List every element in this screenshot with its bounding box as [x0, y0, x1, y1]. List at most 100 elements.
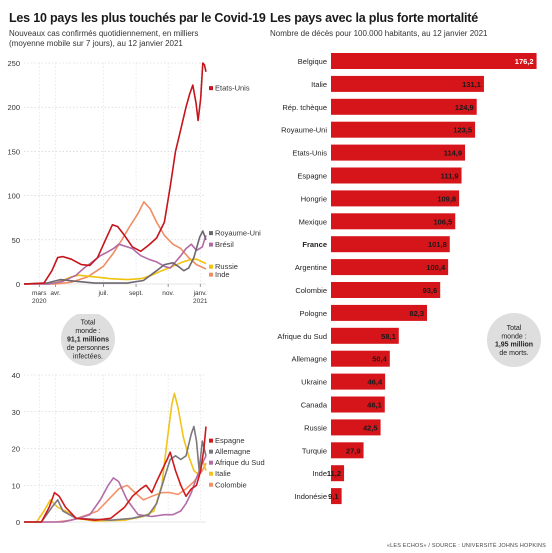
- right-annotation-text: Total: [507, 325, 522, 332]
- bar-belgique: [331, 53, 537, 69]
- top-xtick-label-year: 2021: [193, 298, 208, 305]
- top-xtick-label: avr.: [50, 290, 61, 297]
- bar-category-label: Belgique: [298, 57, 327, 66]
- bar-espagne: [331, 167, 462, 184]
- right-annotation-text: monde :: [501, 333, 526, 340]
- source-note: «LES ECHOS» / SOURCE : UNIVERSITÉ JOHNS …: [386, 543, 546, 549]
- bottom-ytick-label: 40: [12, 371, 20, 380]
- bar-category-label: Rép. tchèque: [282, 103, 327, 112]
- top-legend-label: Russie: [215, 262, 238, 271]
- top-legend-swatch: [209, 242, 213, 247]
- bottom-ytick-label: 30: [12, 408, 20, 417]
- top-ytick-label: 50: [12, 236, 20, 245]
- bar-value-label: 46,4: [368, 378, 383, 387]
- top-legend-swatch: [209, 264, 213, 269]
- bar-turquie: [331, 442, 364, 459]
- bar-category-label: Mexique: [299, 217, 327, 226]
- bar-category-label: Etats-Unis: [292, 149, 327, 158]
- bar-allemagne: [331, 350, 390, 367]
- left-chart-title: Les 10 pays les plus touchés par le Covi…: [9, 11, 266, 25]
- bar-value-label: 131,1: [462, 80, 481, 89]
- bar-category-label: Indonésie: [294, 492, 327, 501]
- bar-category-label: Allemagne: [292, 355, 327, 364]
- bar-value-label: 124,9: [455, 103, 474, 112]
- bottom-series-line: [24, 455, 207, 523]
- top-ytick-label: 0: [16, 280, 20, 289]
- bar-value-label: 123,5: [453, 126, 472, 135]
- left-annotation-text: de personnes: [67, 345, 110, 352]
- bar-category-label: Turquie: [302, 446, 327, 455]
- top-ytick-label: 100: [7, 192, 20, 201]
- bar-category-label: Royaume-Uni: [281, 126, 327, 135]
- bottom-legend-swatch: [209, 460, 213, 465]
- bar-category-label: France: [302, 240, 327, 249]
- top-legend-label: Royaume-Uni: [215, 229, 261, 238]
- bottom-legend-swatch: [209, 449, 213, 454]
- bar-category-label: Italie: [311, 80, 327, 89]
- top-xtick-label: sept.: [129, 290, 143, 297]
- bottom-legend-swatch: [209, 482, 213, 487]
- bottom-legend-label: Italie: [215, 469, 231, 478]
- left-subtitle-line-2: (moyenne mobile sur 7 jours), au 12 janv…: [9, 39, 183, 48]
- top-xtick-label: nov.: [162, 290, 174, 297]
- top-series-line: [24, 235, 207, 285]
- left-subtitle-line-1: Nouveaux cas confirmés quotidiennement, …: [9, 29, 199, 38]
- mortality-bar-chart: Belgique 176,2 Italie 131,1 Rép. tchèque 124,…: [277, 53, 541, 505]
- bottom-ytick-label: 20: [12, 445, 20, 454]
- bar-pologne: [331, 304, 428, 321]
- left-annotation-circle: [61, 314, 115, 366]
- bar-value-label: 46,1: [367, 401, 382, 410]
- bar-category-label: Colombie: [295, 286, 327, 295]
- bottom-legend-label: Espagne: [215, 436, 245, 445]
- left-annotation-text: 91,1 millions: [67, 337, 109, 344]
- bar-value-label: 27,9: [346, 446, 361, 455]
- bar-indon-sie: [331, 488, 342, 505]
- bar-russie: [331, 419, 381, 436]
- bar-hongrie: [331, 190, 460, 207]
- bar-value-label: 58,1: [381, 332, 396, 341]
- bar-value-label: 11,2: [327, 469, 341, 478]
- bar-value-label: 9,1: [328, 492, 338, 501]
- bar-value-label: 101,8: [428, 240, 447, 249]
- bar-category-label: Hongrie: [301, 194, 327, 203]
- bar-category-label: Espagne: [297, 172, 327, 181]
- bar-canada: [331, 396, 385, 413]
- bar-category-label: Afrique du Sud: [277, 332, 327, 341]
- top-xtick-label: juil.: [98, 290, 109, 297]
- top-legend-swatch: [209, 231, 213, 236]
- top-ytick-label: 250: [7, 59, 20, 68]
- right-annotation-circle: [487, 313, 541, 367]
- bar-value-label: 42,5: [363, 423, 378, 432]
- bar-category-label: Argentine: [295, 263, 327, 272]
- bar-value-label: 50,4: [372, 355, 387, 364]
- top-legend-label: Etats-Unis: [215, 84, 250, 93]
- top-series-line: [24, 201, 207, 285]
- left-chart-subtitle: Nouveaux cas confirmés quotidiennement, …: [9, 29, 198, 49]
- bar-afrique-du-sud: [331, 327, 399, 344]
- left-annotation-text: monde :: [75, 328, 100, 335]
- bottom-series-line: [24, 426, 207, 523]
- top-xtick-label: janv.: [193, 290, 207, 297]
- right-annotation-text: de morts.: [499, 350, 528, 357]
- top-legend-label: Brésil: [215, 240, 234, 249]
- top-series-line: [23, 230, 207, 285]
- bottom-legend-label: Allemagne: [215, 447, 250, 456]
- bar-value-label: 111,9: [441, 172, 459, 181]
- bar-category-label: Canada: [301, 401, 328, 410]
- top-series-line: [23, 62, 207, 285]
- bottom-line-chart: 0 10 20 30 40 Espagne Allemagne Afrique du Sud I…: [12, 314, 265, 527]
- top-legend-swatch: [209, 86, 213, 91]
- bar-category-label: Russie: [304, 423, 327, 432]
- bar-colombie: [331, 282, 441, 298]
- right-chart-title: Les pays avec la plus forte mortalité: [270, 11, 478, 25]
- bar-category-label: Ukraine: [301, 378, 327, 387]
- bar-value-label: 109,8: [437, 194, 456, 203]
- left-annotation-text: infectées.: [73, 353, 103, 360]
- bottom-ytick-label: 10: [12, 481, 20, 490]
- bar-category-label: Pologne: [299, 309, 327, 318]
- right-chart-subtitle: Nombre de décès pour 100.000 habitants, …: [270, 29, 488, 38]
- bar-value-label: 106,5: [433, 217, 452, 226]
- bar-value-label: 82,3: [409, 309, 424, 318]
- bar-inde: [331, 465, 345, 482]
